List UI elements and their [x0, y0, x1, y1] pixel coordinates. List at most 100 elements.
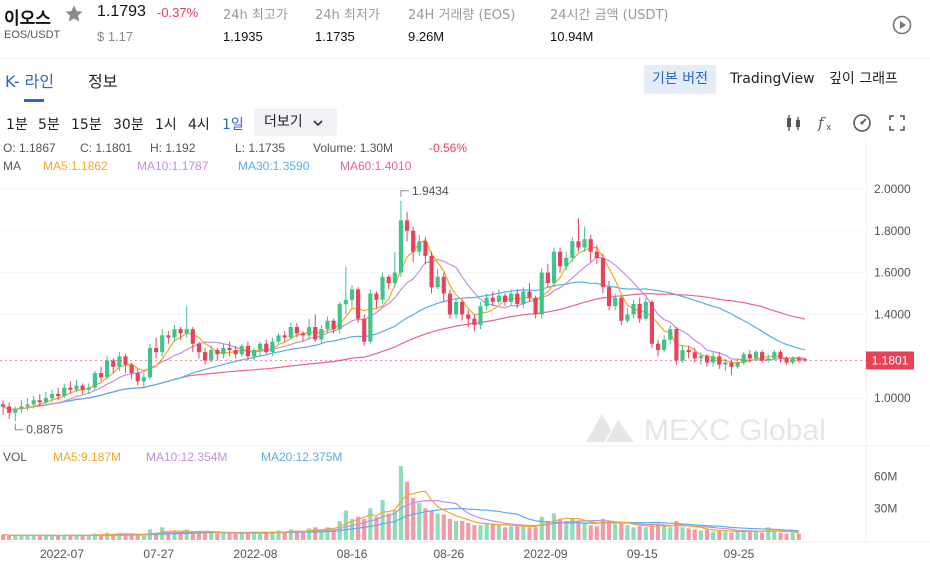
volume-bar [251, 533, 257, 540]
volume-bar [453, 520, 459, 540]
time-tick-label: 07-27 [143, 547, 174, 561]
price-tick-label: 1.4000 [874, 307, 911, 321]
candle-body [258, 343, 263, 351]
volume-bar [429, 510, 434, 540]
candle-body [411, 230, 416, 252]
volume-bar [680, 527, 685, 540]
candle-body [631, 304, 636, 315]
candle-body [417, 241, 422, 252]
candle-body [423, 241, 428, 256]
ma30-value: MA30:1.3590 [238, 159, 310, 173]
ma10-value: MA10:1.1787 [137, 159, 209, 173]
volume-bar [717, 530, 722, 540]
candle-body [80, 385, 85, 390]
market-header: 이오스 EOS/USDT 1.1793 -0.37% $ 1.17 24h 최고… [0, 0, 930, 56]
volume-bar [606, 520, 612, 540]
candle-body [288, 327, 293, 338]
volume-bar [123, 533, 128, 540]
fullscreen-icon[interactable] [887, 113, 907, 133]
basic-version-button[interactable]: 기본 버전 [644, 65, 716, 94]
volume-bar [368, 508, 373, 540]
candle-body [521, 291, 526, 304]
volume-bar [49, 535, 55, 540]
more-timeframes-button[interactable]: 더보기 [254, 108, 337, 136]
candle-body [221, 347, 226, 355]
candle-body [441, 276, 446, 294]
candle-body [625, 314, 630, 321]
candle-body [7, 406, 12, 413]
candle-body [649, 301, 654, 344]
candle-body [141, 377, 146, 382]
depth-chart-button[interactable]: 깊이 그래프 [829, 71, 898, 87]
volume-bar [753, 531, 759, 540]
volume-bar [747, 531, 752, 540]
candle-body [68, 387, 73, 390]
volume-bar [37, 534, 42, 540]
tab-info[interactable]: 정보 [88, 72, 118, 91]
watermark-text: MEXC Global [644, 414, 826, 447]
volume-bar [300, 532, 306, 540]
favorite-star-icon[interactable] [64, 4, 84, 24]
volume-tick-label: 60M [874, 470, 897, 484]
volume-bar [564, 520, 569, 540]
volume-bar [270, 531, 275, 540]
candle-body [796, 358, 801, 361]
tab-kline[interactable]: K- 라인 [5, 72, 55, 91]
timeframe-4h[interactable]: 4시 [188, 117, 210, 133]
candle-body [655, 343, 661, 351]
time-tick-label: 08-16 [337, 547, 368, 561]
timeframe-bar: 1분 5분 15분 30분 1시 4시 1일 더보기 f x [0, 106, 930, 138]
volume-bar [56, 535, 61, 540]
ma10-line [2, 256, 805, 411]
volume-bar [466, 523, 471, 540]
tradingview-button[interactable]: TradingView [730, 71, 815, 87]
ma60-value: MA60:1.4010 [340, 159, 412, 173]
volume-bar [307, 528, 312, 540]
candle-body [478, 306, 483, 325]
volume-bar [362, 518, 367, 540]
volume-bar [625, 525, 630, 540]
timeframe-15m[interactable]: 15분 [71, 117, 102, 133]
indicator-fx-icon[interactable]: f x [817, 113, 837, 133]
volume-bar [490, 524, 495, 540]
more-label: 더보기 [264, 114, 303, 130]
volume-bar [484, 523, 489, 540]
candle-body [294, 327, 299, 334]
candle-body [496, 295, 501, 302]
candle-body [533, 297, 538, 315]
candle-body [466, 314, 471, 319]
vol-label: VOL [3, 450, 28, 464]
timeframe-1m[interactable]: 1분 [6, 117, 28, 133]
volume-bar [13, 534, 18, 540]
candle-body [674, 329, 679, 361]
volume-bar [215, 533, 220, 540]
time-tick-label: 2022-08 [233, 547, 277, 561]
volume-bar [43, 535, 48, 540]
volume-bar [570, 518, 575, 540]
timeframe-1h[interactable]: 1시 [155, 117, 177, 133]
timeframe-5m[interactable]: 5분 [38, 117, 60, 133]
timeframe-1d[interactable]: 1일 [222, 117, 244, 133]
candle-body [196, 343, 202, 353]
candle-type-icon[interactable] [784, 113, 804, 133]
coin-name: 이오스 [4, 9, 51, 29]
price-tick-label: 1.6000 [874, 266, 911, 280]
vol-ma5-value: MA5:9.187M [53, 450, 122, 464]
candle-body [606, 287, 612, 307]
candle-body [282, 335, 287, 338]
settings-gauge-icon[interactable] [852, 113, 872, 133]
volume-bar [319, 529, 324, 540]
watermark: MEXC Global [586, 414, 826, 447]
play-icon[interactable] [892, 15, 912, 35]
price-tick-label: 1.0000 [874, 391, 911, 405]
volume-bar [551, 513, 557, 540]
candle-body [166, 335, 171, 338]
price-change: -0.37% [157, 5, 199, 20]
candle-body [147, 347, 153, 378]
volume-bar [7, 535, 12, 540]
candle-body [49, 393, 55, 399]
candle-body [778, 352, 783, 359]
candle-body [37, 400, 42, 403]
timeframe-30m[interactable]: 30분 [113, 117, 144, 133]
